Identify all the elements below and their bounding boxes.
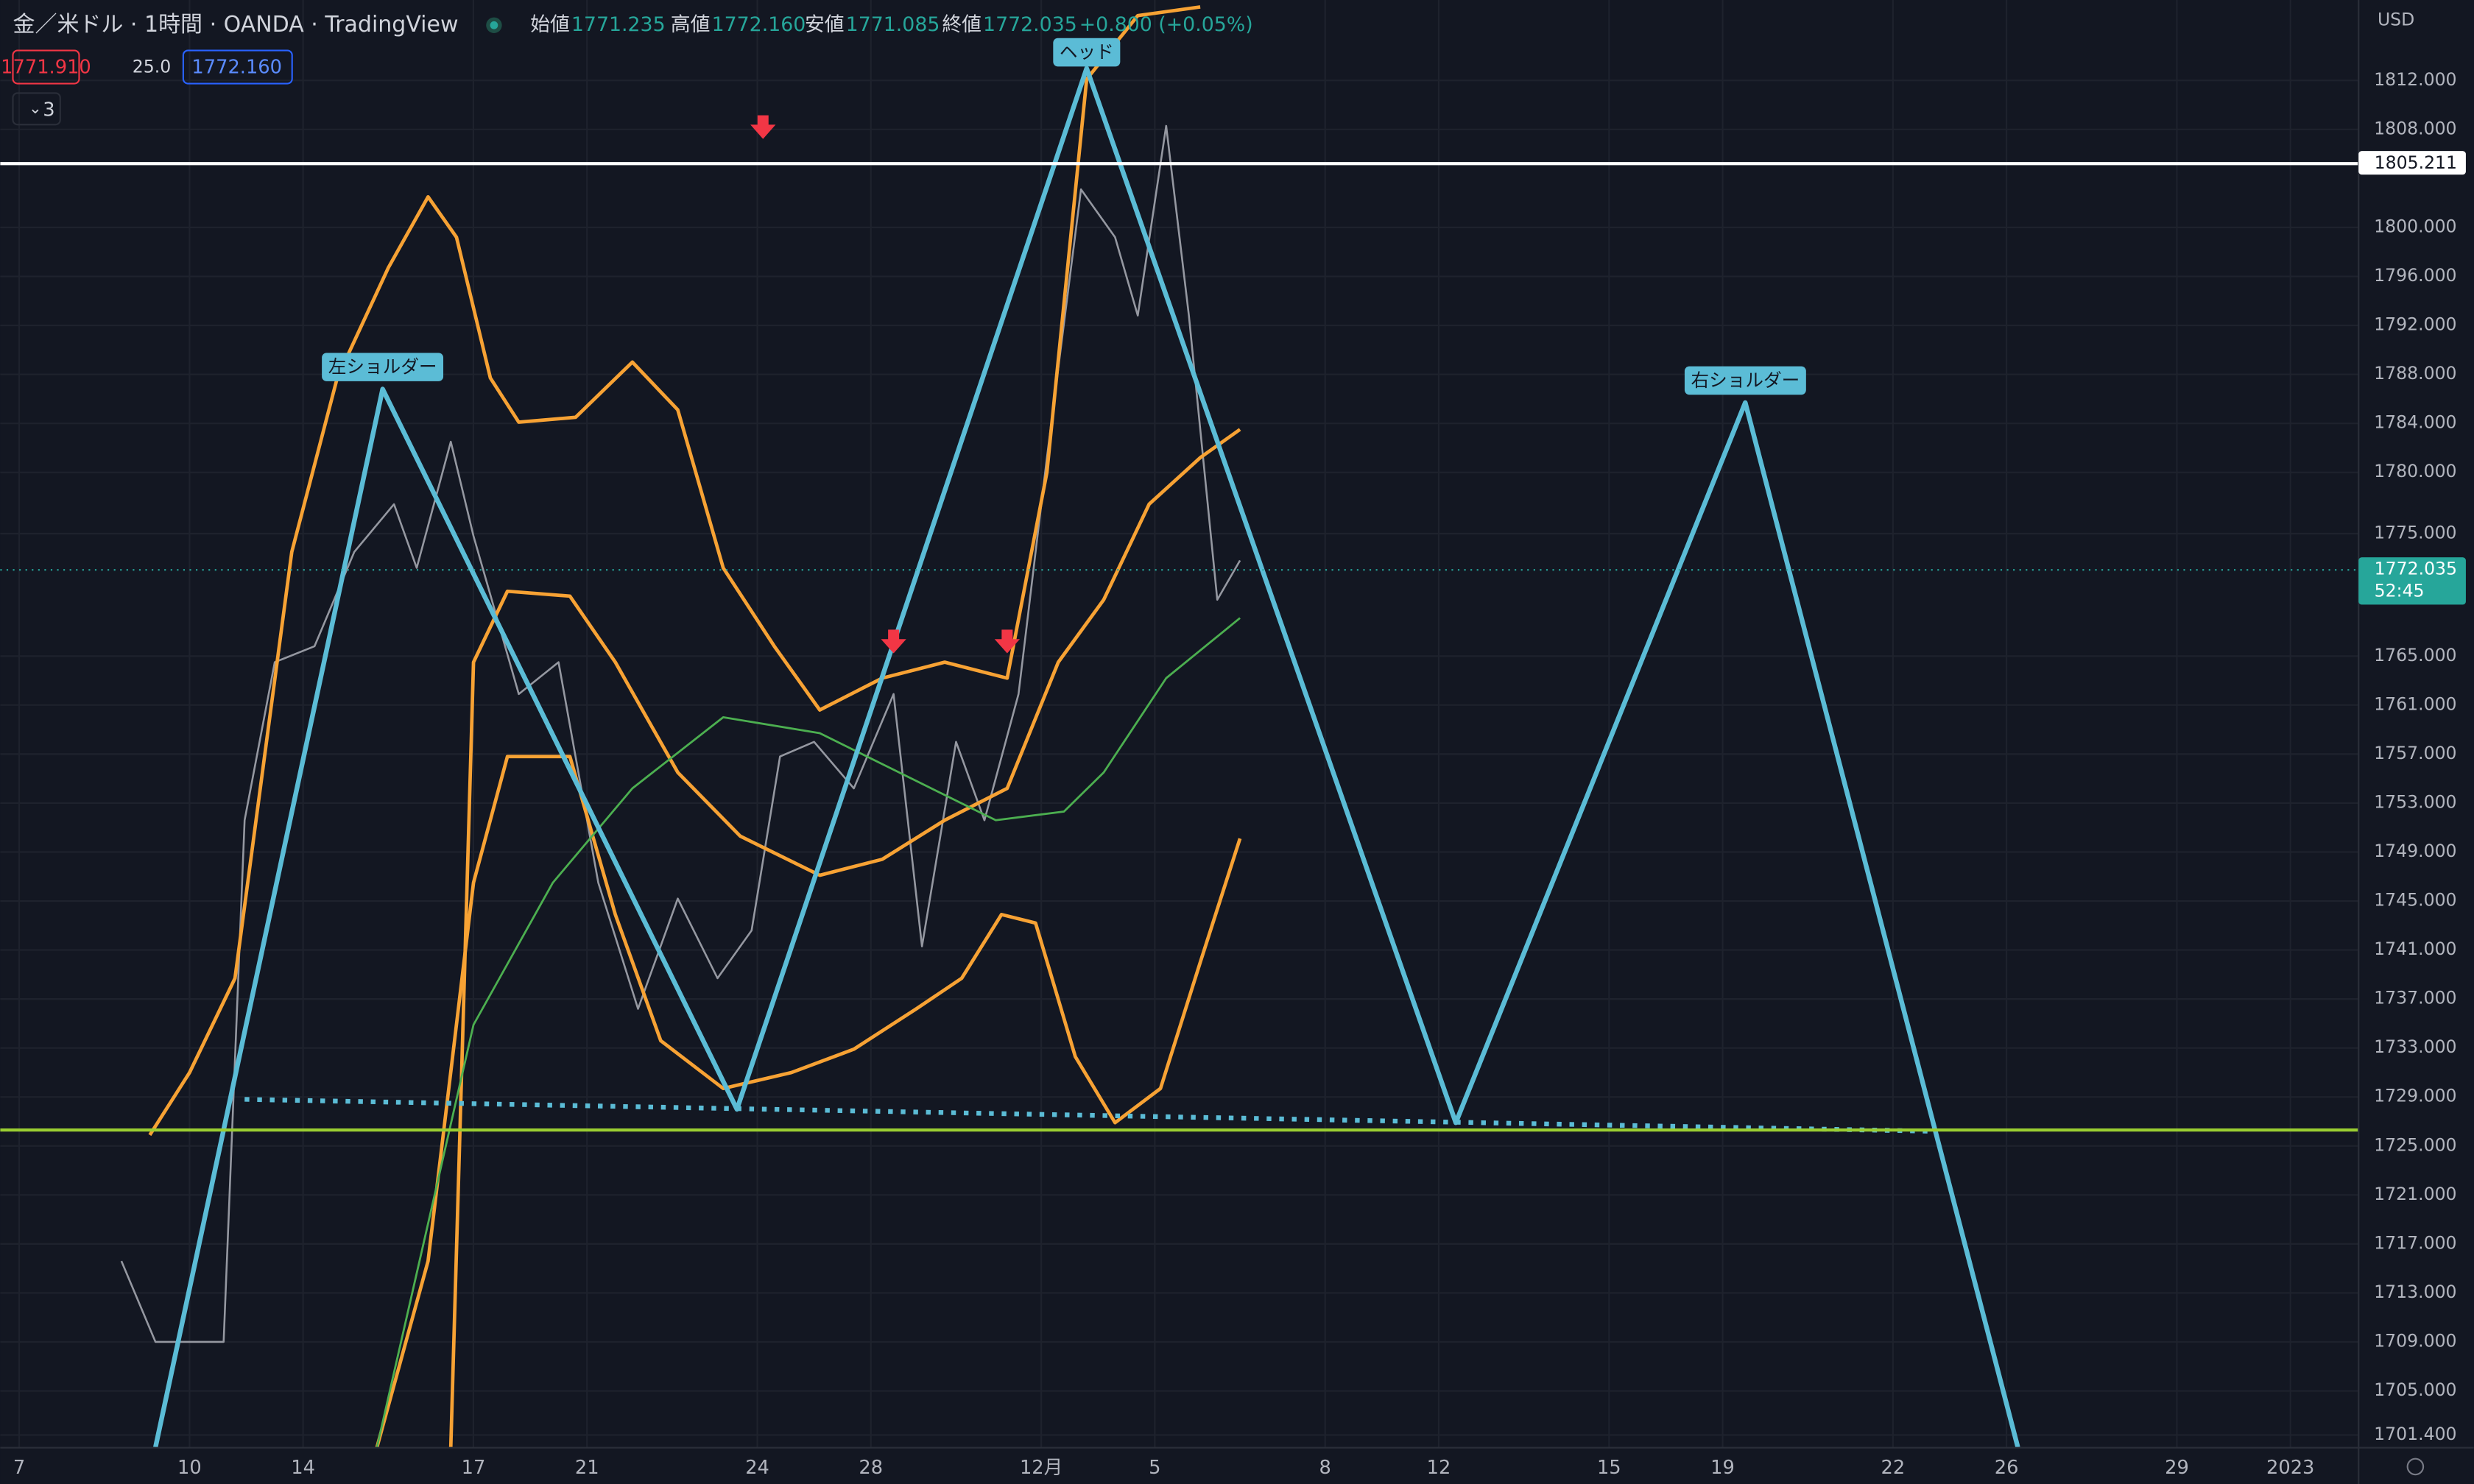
y-tick-label: 1713.000 [2374,1282,2456,1302]
x-tick-label: 28 [859,1457,883,1479]
y-tick-label: 1749.000 [2374,841,2456,861]
y-tick-label: 1796.000 [2374,265,2456,286]
annotation-box [1684,366,1806,395]
x-tick-label: 7 [13,1457,25,1479]
arrow-marker [881,629,906,654]
change: +0.800 (+0.05%) [1079,13,1253,36]
ohlc-value: 1772.160 [712,13,806,36]
arrow-marker [994,629,1021,654]
x-tick-label: 29 [2165,1457,2189,1479]
currency[interactable]: USD [2378,9,2414,29]
x-tick-label: 19 [1710,1457,1735,1479]
series-line [448,428,1241,1448]
symbol-title[interactable]: 金／米ドル · 1時間 · OANDA · TradingView [13,12,458,38]
countdown: 52:45 [2375,581,2425,601]
x-tick-label: 12 [1427,1457,1451,1479]
bid[interactable]: 1771.910 [1,57,91,79]
series-line [120,124,1241,1343]
bid-box[interactable] [12,49,80,85]
settings-icon[interactable] [2406,1458,2425,1476]
chevron: ⌄ [29,99,42,118]
ohlc-label: 高値 [671,13,711,36]
y-tick-label: 1705.000 [2374,1379,2456,1400]
y-tick-label: 1775.000 [2374,522,2456,543]
series-line [376,617,1241,1448]
x-tick-label: 24 [745,1457,769,1479]
spread: 25.0 [133,57,171,77]
ohlc-value: 1771.235 [571,13,666,36]
y-tick-label: 1800.000 [2374,216,2456,236]
y-tick-label: 1788.000 [2374,363,2456,384]
y-tick-label: 1757.000 [2374,743,2456,763]
price-label-box [2358,557,2466,605]
y-tick-label: 1812.000 [2374,69,2456,90]
price-label-box [2358,151,2466,175]
ohlc-value: 1771.085 [846,13,940,36]
x-tick-label: 8 [1319,1457,1331,1479]
y-tick-label: 1717.000 [2374,1232,2456,1253]
x-tick-label: 22 [1881,1457,1906,1479]
ask-box[interactable] [182,49,293,85]
annotation-label: ヘッド [1060,41,1114,63]
x-tick-label: 15 [1597,1457,1621,1479]
x-tick-label: 12月 [1020,1457,1062,1479]
y-tick-label: 1761.000 [2374,693,2456,714]
series-line [148,5,1201,1137]
ohlc-label: 終値 [942,13,982,36]
status-dot [490,21,498,29]
series-line [375,755,1242,1448]
arrow-marker [750,115,776,139]
x-tick-label: 10 [177,1457,202,1479]
price-label: 1772.035 [2375,559,2457,579]
y-tick-label: 1737.000 [2374,988,2456,1008]
y-tick-label: 1701.400 [2374,1424,2456,1444]
y-tick-label: 1729.000 [2374,1086,2456,1106]
indicator-count[interactable]: 3 [43,99,54,121]
series-line [153,66,2020,1448]
y-tick-label: 1780.000 [2374,461,2456,481]
x-tick-label: 21 [575,1457,599,1479]
y-tick-label: 1733.000 [2374,1036,2456,1057]
y-tick-label: 1784.000 [2374,412,2456,433]
y-tick-label: 1725.000 [2374,1134,2456,1155]
axes: 1701.400 1705.000 1709.000 1713.000 1717.000… [13,69,2466,1479]
ask[interactable]: 1772.160 [191,57,282,79]
x-tick-label: 2023 [2266,1457,2314,1479]
ohlc-value: 1772.035 [983,13,1077,36]
y-tick-label: 1709.000 [2374,1330,2456,1351]
x-tick-label: 26 [1995,1457,2019,1479]
annotation-label: 左ショルダー [328,356,437,378]
grid [0,0,2359,1448]
annotation-box [1053,38,1121,67]
indicators-toggle[interactable] [12,92,61,126]
y-tick-label: 1745.000 [2374,890,2456,911]
x-tick-label: 17 [462,1457,486,1479]
x-tick-label: 14 [291,1457,315,1479]
price-label: 1805.211 [2375,152,2457,173]
series-line [244,1097,1933,1134]
y-tick-label: 1741.000 [2374,939,2456,959]
y-tick-label: 1792.000 [2374,314,2456,335]
y-tick-label: 1721.000 [2374,1184,2456,1204]
ohlc-label: 始値 [530,13,570,36]
y-tick-label: 1808.000 [2374,118,2456,138]
annotation-label: 右ショルダー [1691,370,1800,391]
y-tick-label: 1753.000 [2374,791,2456,812]
ohlc-label: 安値 [805,13,845,36]
x-tick-label: 5 [1149,1457,1160,1479]
y-tick-label: 1765.000 [2374,645,2456,665]
annotation-box [322,353,444,381]
